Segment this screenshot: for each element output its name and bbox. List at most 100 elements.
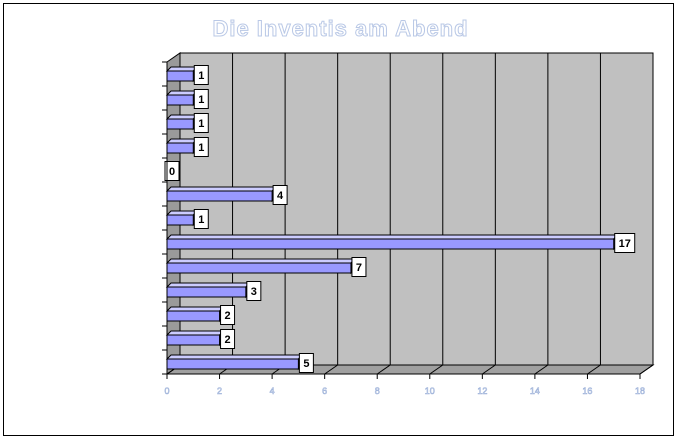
gridline-floor [587,364,601,375]
bar [165,281,252,299]
x-tick-label: 0 [164,386,169,396]
data-label-text: 1 [198,70,204,82]
data-label-box [193,89,209,109]
data-label-box [298,353,314,373]
bar-front [166,286,247,298]
x-tick-label: 18 [635,386,645,396]
bar [165,209,199,227]
bar-top [165,234,619,240]
gridline-floor [324,364,338,375]
back-wall [179,52,654,366]
data-label-box [164,161,180,181]
x-tick-label: 2 [217,386,222,396]
bar-top [165,258,357,264]
bar-top [165,138,199,144]
data-label-text: 1 [198,118,204,130]
plot-walls [165,52,655,375]
data-label-box [246,281,262,301]
data-label-text: 3 [251,286,257,298]
bar-top [165,66,199,72]
data-label-text: 2 [224,334,230,346]
x-tick-label: 8 [375,386,380,396]
bar-top [165,282,252,288]
x-tick-label: 16 [582,386,592,396]
bar [165,257,357,275]
data-label: 1 [193,209,209,229]
x-tick-labels: 0 2 4 6 8 10 12 14 16 18 [164,386,645,397]
bar [165,89,199,107]
data-label-text: 1 [198,142,204,154]
x-tick-label: 10 [425,386,435,396]
bar-front [166,118,194,130]
data-label-box [193,65,209,85]
bar-top [165,330,225,336]
data-label-text: 1 [198,94,204,106]
data-label-text: 5 [303,358,309,370]
bar-front [166,262,352,274]
data-label: 0 [164,161,180,181]
bar-front [166,358,299,370]
data-label-box [193,209,209,229]
bar [165,65,199,83]
x-tick-label: 12 [477,386,487,396]
bar [165,233,619,251]
bar [165,137,199,155]
data-label-box [220,329,236,349]
data-label: 2 [220,305,236,325]
gridline-floor [376,364,391,375]
x-tick-label: 14 [530,386,540,396]
data-label-box [351,257,367,277]
data-label-box [193,113,209,133]
data-label-box [220,305,236,325]
bar [165,353,304,371]
bar-top [165,90,199,96]
data-label-text: 1 [198,214,204,226]
data-label: 1 [193,137,209,157]
bar [165,185,278,203]
data-label-box [614,233,636,253]
data-label: 3 [246,281,262,301]
data-label: 7 [351,257,367,277]
x-tick-label: 4 [270,386,275,396]
chart-title: Die Inventis am Abend [212,16,469,42]
data-label: 1 [193,113,209,133]
data-label-box [193,137,209,157]
data-label: 1 [193,65,209,85]
gridline-floor [482,364,496,375]
bar-top [165,306,225,312]
bar [165,113,199,131]
x-tick-label: 6 [322,386,327,396]
bar-front [166,334,221,346]
bar-front [166,70,194,82]
data-label-box [272,185,288,205]
bar-front [166,310,221,322]
data-label: 17 [614,233,636,253]
bar-top [165,354,304,360]
gridlines [166,53,654,375]
bar [165,305,225,323]
bar-front [166,214,194,226]
bars [165,65,619,371]
bar-front [166,94,194,106]
data-label: 4 [272,185,288,205]
data-label-text: 4 [277,190,284,202]
gridline-floor [534,364,549,375]
data-label: 2 [220,329,236,349]
bar-front [166,238,615,250]
bar [165,329,225,347]
axes [162,61,641,379]
bar-top [165,186,278,192]
bar-top [165,210,199,216]
bar-front [166,190,273,202]
data-label: 5 [298,353,314,373]
bar-front [166,142,194,154]
gridline-floor [639,364,654,375]
data-labels: 1 1 1 1 0 4 1 17 7 3 2 2 5 [164,65,636,373]
data-label-text: 17 [619,238,631,250]
data-label-text: 2 [224,310,230,322]
bar-top [165,114,199,120]
data-label: 1 [193,89,209,109]
data-label-text: 0 [169,166,175,178]
gridline-floor [429,364,444,375]
